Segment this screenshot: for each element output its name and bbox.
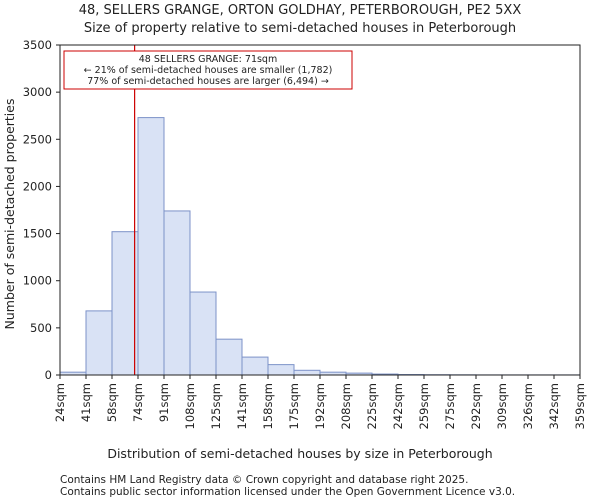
x-tick-label: 225sqm bbox=[365, 383, 379, 429]
histogram-bar bbox=[189, 291, 217, 376]
x-tick-label: 309sqm bbox=[495, 383, 509, 429]
chart-title-line-1: 48, SELLERS GRANGE, ORTON GOLDHAY, PETER… bbox=[79, 3, 522, 18]
x-tick-label: 58sqm bbox=[105, 383, 119, 422]
y-tick-label: 1000 bbox=[23, 274, 52, 288]
histogram-bar bbox=[85, 310, 113, 376]
x-tick-label: 41sqm bbox=[79, 383, 93, 422]
x-axis-ticks: 24sqm 41sqm 58sqm 74sqm 91sqm 108sqm 125sqm 141… bbox=[53, 375, 587, 429]
marker-annotation: 48 SELLERS GRANGE: 71sqm ← 21% of semi-d… bbox=[63, 50, 353, 90]
histogram-bar bbox=[241, 356, 269, 376]
x-axis-title: Distribution of semi-detached houses by … bbox=[107, 446, 492, 461]
x-tick-label: 125sqm bbox=[209, 383, 223, 429]
x-tick-label: 158sqm bbox=[261, 383, 275, 429]
x-tick-label: 326sqm bbox=[521, 383, 535, 429]
annotation-line-1: 48 SELLERS GRANGE: 71sqm bbox=[139, 54, 277, 65]
y-tick-label: 1500 bbox=[23, 227, 52, 241]
y-tick-label: 2000 bbox=[23, 179, 52, 193]
x-tick-label: 259sqm bbox=[417, 383, 431, 429]
x-tick-label: 292sqm bbox=[469, 383, 483, 429]
histogram-bar bbox=[267, 364, 295, 376]
x-tick-label: 141sqm bbox=[235, 383, 249, 429]
x-tick-label: 91sqm bbox=[157, 383, 171, 422]
annotation-box bbox=[63, 50, 353, 90]
bar-group bbox=[59, 117, 581, 376]
x-tick-label: 208sqm bbox=[339, 383, 353, 429]
x-tick-label: 74sqm bbox=[131, 383, 145, 422]
y-tick-label: 2500 bbox=[23, 132, 52, 146]
footer-line-1: Contains HM Land Registry data © Crown c… bbox=[60, 474, 468, 486]
x-tick-label: 242sqm bbox=[391, 383, 405, 429]
y-tick-label: 500 bbox=[30, 321, 52, 335]
x-tick-label: 342sqm bbox=[547, 383, 561, 429]
histogram-bar bbox=[215, 338, 243, 376]
chart-title-line-2: Size of property relative to semi-detach… bbox=[84, 21, 516, 36]
x-tick-label: 192sqm bbox=[313, 383, 327, 429]
y-tick-label: 3500 bbox=[23, 38, 52, 52]
histogram-bar bbox=[137, 117, 165, 376]
y-tick-label: 0 bbox=[45, 368, 52, 382]
x-tick-label: 275sqm bbox=[443, 383, 457, 429]
y-tick-label: 3000 bbox=[23, 85, 52, 99]
y-axis-title: Number of semi-detached properties bbox=[2, 99, 17, 330]
histogram-bar bbox=[293, 369, 321, 376]
x-tick-label: 359sqm bbox=[573, 383, 587, 429]
plot-frame bbox=[59, 44, 581, 376]
x-tick-label: 24sqm bbox=[53, 383, 67, 422]
annotation-line-2: ← 21% of semi-detached houses are smalle… bbox=[84, 65, 333, 76]
annotation-line-3: 77% of semi-detached houses are larger (… bbox=[87, 76, 329, 87]
footer-line-2: Contains public sector information licen… bbox=[60, 486, 515, 498]
x-tick-label: 108sqm bbox=[183, 383, 197, 429]
x-tick-label: 175sqm bbox=[287, 383, 301, 429]
y-axis-ticks: 0 500 1000 1500 2000 2500 3000 3500 bbox=[23, 38, 60, 382]
histogram-bar bbox=[163, 210, 191, 376]
